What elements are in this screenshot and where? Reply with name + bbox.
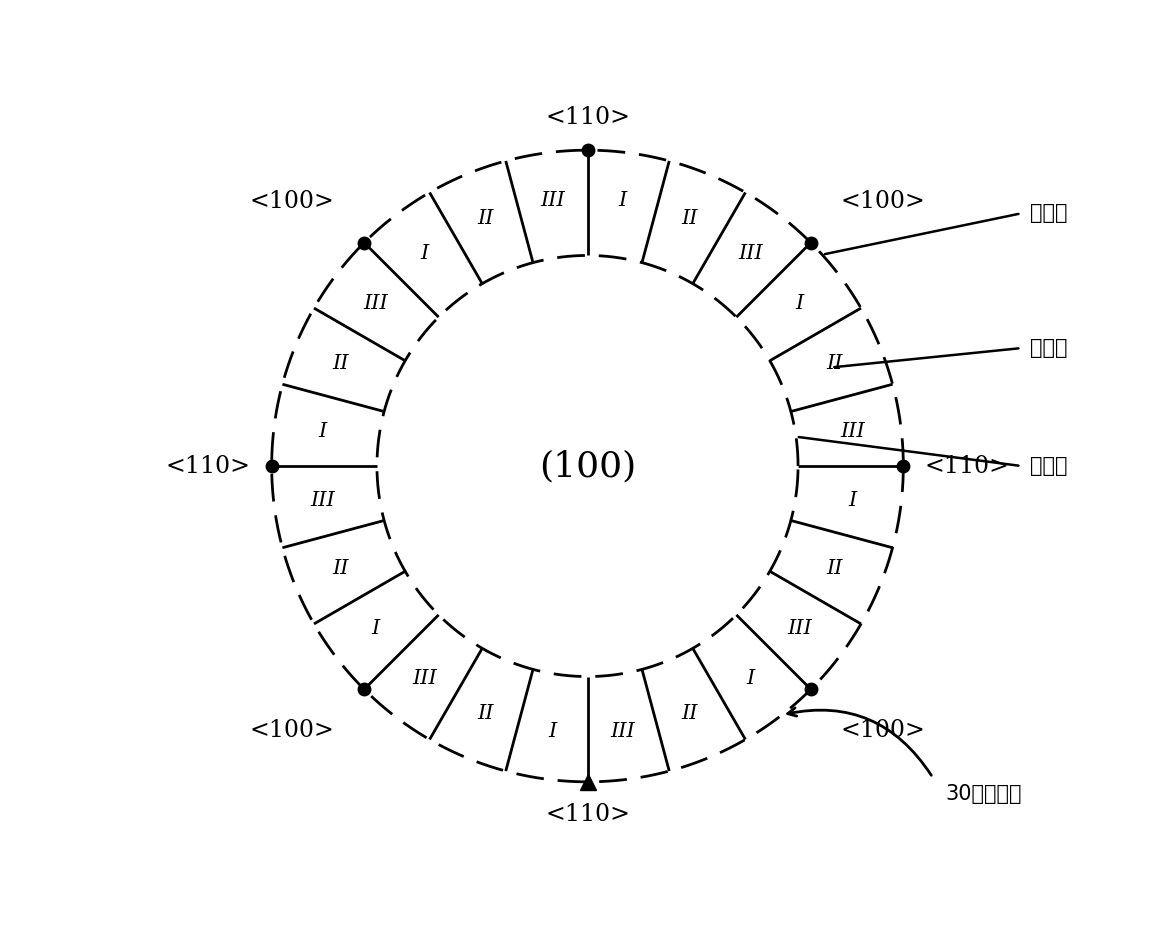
Text: 较慢区: 较慢区 xyxy=(1029,203,1067,224)
Text: II: II xyxy=(477,704,493,722)
Text: I: I xyxy=(371,619,380,638)
Text: III: III xyxy=(310,491,335,511)
Text: I: I xyxy=(746,668,754,688)
Text: III: III xyxy=(540,191,565,211)
Text: II: II xyxy=(826,354,842,373)
Text: <100>: <100> xyxy=(840,720,926,742)
Text: II: II xyxy=(682,704,698,722)
Text: III: III xyxy=(738,244,763,264)
Text: <100>: <100> xyxy=(249,720,335,742)
Text: II: II xyxy=(333,559,349,578)
Text: <100>: <100> xyxy=(840,190,926,212)
Text: II: II xyxy=(826,559,842,578)
Text: <110>: <110> xyxy=(545,802,630,826)
Text: I: I xyxy=(318,421,327,441)
Text: I: I xyxy=(549,721,557,741)
Text: I: I xyxy=(618,191,626,211)
Text: II: II xyxy=(477,210,493,228)
Text: <110>: <110> xyxy=(545,106,630,130)
Text: (100): (100) xyxy=(539,449,636,483)
Text: <110>: <110> xyxy=(925,455,1009,477)
Text: III: III xyxy=(840,421,865,441)
Text: 过渡区: 过渡区 xyxy=(1029,338,1067,358)
Text: I: I xyxy=(848,491,857,511)
Text: 较快区: 较快区 xyxy=(1029,456,1067,476)
Text: I: I xyxy=(421,244,429,264)
Text: <110>: <110> xyxy=(166,455,250,477)
Text: 30（晶圆）: 30（晶圆） xyxy=(946,785,1022,804)
Text: <100>: <100> xyxy=(249,190,335,212)
Text: II: II xyxy=(682,210,698,228)
Text: III: III xyxy=(412,668,437,688)
Text: III: III xyxy=(610,721,635,741)
Text: III: III xyxy=(787,619,812,638)
Text: I: I xyxy=(795,294,804,313)
Text: III: III xyxy=(363,294,388,313)
Text: II: II xyxy=(333,354,349,373)
